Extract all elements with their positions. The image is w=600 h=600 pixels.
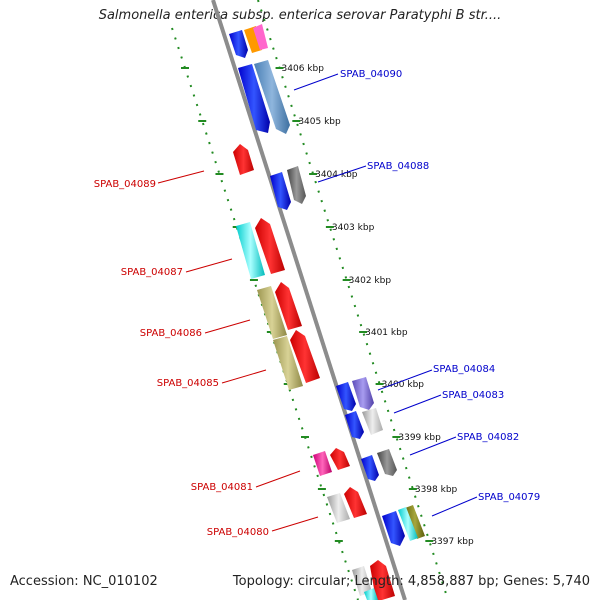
kbp-tick-label: 3398 kbp bbox=[415, 485, 458, 495]
gene-cyan-bottom bbox=[364, 588, 378, 600]
kbp-tick-label: 3399 kbp bbox=[398, 433, 441, 443]
gene-spab-04090-arrow[interactable] bbox=[254, 60, 290, 134]
gene-spab-04083-arrow[interactable] bbox=[362, 408, 383, 435]
gene-label[interactable]: SPAB_04079 bbox=[478, 492, 540, 503]
gene-spab-04084-arrow[interactable] bbox=[352, 377, 374, 410]
kbp-tick-label: 3406 kbp bbox=[282, 64, 325, 74]
gene-red-arrow-small[interactable] bbox=[330, 448, 350, 470]
accession-text: Accession: NC_010102 bbox=[10, 574, 158, 589]
gene-blue-arrow-4[interactable] bbox=[336, 382, 356, 411]
kbp-tick-label: 3405 kbp bbox=[298, 117, 341, 127]
gene-spab-04087-cyan[interactable] bbox=[236, 222, 265, 279]
gene-blue-arrow-3[interactable] bbox=[270, 172, 291, 210]
gene-pink-segment bbox=[253, 24, 268, 50]
kbp-tick-label: 3400 kbp bbox=[382, 380, 425, 390]
gene-gray-bottom bbox=[352, 566, 372, 596]
gene-label[interactable]: SPAB_04083 bbox=[442, 390, 504, 401]
gene-label[interactable]: SPAB_04087 bbox=[121, 267, 183, 278]
gene-blue-arrow-6[interactable] bbox=[361, 455, 379, 481]
gene-labels: SPAB_04090 SPAB_04088 SPAB_04089 SPAB_04… bbox=[94, 69, 541, 538]
reverse-genes bbox=[233, 144, 395, 600]
genome-summary-text: Topology: circular; Length: 4,858,887 bp… bbox=[232, 574, 590, 589]
gene-spab-04089-arrow[interactable] bbox=[233, 144, 254, 175]
gene-spab-04086-red[interactable] bbox=[275, 282, 302, 330]
kbp-tick-label: 3404 kbp bbox=[315, 170, 358, 180]
map-title: Salmonella enterica subsp. enterica sero… bbox=[98, 8, 502, 23]
kbp-tick-label: 3401 kbp bbox=[365, 328, 408, 338]
gene-label[interactable]: SPAB_04080 bbox=[207, 527, 269, 538]
gene-label[interactable]: SPAB_04082 bbox=[457, 432, 519, 443]
gene-label[interactable]: SPAB_04084 bbox=[433, 364, 495, 375]
gene-blue-arrow-1[interactable] bbox=[238, 64, 270, 133]
gene-red-arrow-2[interactable] bbox=[344, 487, 367, 518]
callout-lines bbox=[157, 73, 478, 532]
genome-backbone bbox=[211, 0, 407, 600]
gene-spab-04085-red[interactable] bbox=[290, 330, 320, 383]
gene-spab-04088-arrow[interactable] bbox=[287, 166, 306, 204]
gene-label[interactable]: SPAB_04088 bbox=[367, 161, 429, 172]
gene-label[interactable]: SPAB_04089 bbox=[94, 179, 156, 190]
gene-label[interactable]: SPAB_04085 bbox=[157, 378, 219, 389]
kbp-tick-labels: 3406 kbp 3405 kbp 3404 kbp 3403 kbp 3402 kbp… bbox=[282, 64, 474, 547]
gene-spab-04080-arrow[interactable] bbox=[327, 493, 350, 523]
gene-label[interactable]: SPAB_04081 bbox=[191, 482, 253, 493]
gene-spab-04082-arrow[interactable] bbox=[377, 449, 397, 476]
gene-red-arrow-bottom[interactable] bbox=[370, 560, 395, 600]
gene-spab-04079-olive[interactable] bbox=[405, 505, 425, 539]
gene-label[interactable]: SPAB_04086 bbox=[140, 328, 202, 339]
kbp-tick-label: 3402 kbp bbox=[349, 276, 392, 286]
gene-spab-04087-red[interactable] bbox=[255, 218, 285, 274]
kbp-tick-label: 3403 kbp bbox=[332, 223, 375, 233]
gene-cyan-segment bbox=[398, 507, 418, 541]
gene-blue-arrow-2[interactable] bbox=[229, 30, 248, 58]
gene-blue-arrow-7[interactable] bbox=[382, 511, 405, 546]
kbp-tick-label: 3397 kbp bbox=[431, 537, 474, 547]
gene-spab-04085-khaki[interactable] bbox=[273, 336, 303, 390]
gene-blue-arrow-5[interactable] bbox=[345, 411, 364, 439]
forward-genes bbox=[229, 24, 425, 546]
gene-spab-04081-arrow[interactable] bbox=[313, 451, 332, 476]
gene-spab-04086-khaki[interactable] bbox=[257, 286, 287, 339]
gene-label[interactable]: SPAB_04090 bbox=[340, 69, 402, 80]
